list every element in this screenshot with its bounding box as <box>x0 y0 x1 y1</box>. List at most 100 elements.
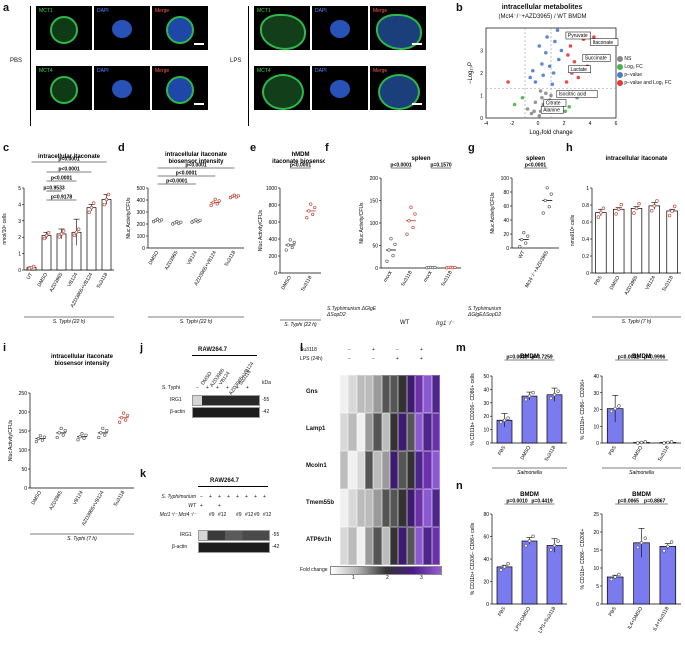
heatmap-cell <box>390 413 399 451</box>
data-point <box>290 245 294 250</box>
p-value-label: p<0.0001 <box>51 176 72 182</box>
micrograph-lps-dapi: DAPI <box>312 6 368 50</box>
y-tick-label: 0.6 <box>582 220 589 226</box>
micrograph-pbs-dapi-2: DAPI <box>94 66 150 110</box>
x-tick-label: VB124 <box>67 272 80 288</box>
y-tick-label: 0 <box>274 271 277 277</box>
chart-title: BMDM <box>632 492 651 498</box>
y-axis-label: nmol/10⁶ cells <box>2 213 8 245</box>
heatmap-cell <box>381 413 390 451</box>
data-point <box>667 213 672 218</box>
data-point <box>78 435 82 439</box>
data-point <box>198 218 202 222</box>
data-point <box>566 53 570 57</box>
panel-letter-m: m <box>456 342 466 354</box>
heatmap-cell <box>406 451 415 489</box>
chart-g: spleen 0 20 40 60 80 100 Nluc Activity/CFUs WTMc… <box>490 156 559 289</box>
bar <box>613 208 625 274</box>
micrograph-pbs-merge-2: Merge <box>152 66 208 110</box>
bar <box>86 207 97 271</box>
heatmap-cell <box>381 527 390 565</box>
data-point <box>552 543 557 548</box>
bar <box>546 545 563 605</box>
y-tick-label: 100 <box>501 176 510 182</box>
heatmap-cell <box>398 489 407 527</box>
x-tick-label: PBS <box>608 605 619 617</box>
y-tick-label: 30 <box>483 401 489 407</box>
data-point <box>672 204 677 209</box>
y-tick-label: 150 <box>370 199 379 205</box>
chart-title: hMDM <box>292 152 310 158</box>
micrograph-pbs-merge: Merge <box>152 6 208 50</box>
panel-k-cell: #9 <box>254 512 260 518</box>
sign-6: + <box>246 385 249 391</box>
data-point <box>232 193 236 197</box>
data-point <box>284 248 288 252</box>
x-tick-label: Su3118 <box>113 490 127 508</box>
y-axis-label: Nluc Activity/CFUs <box>359 202 365 244</box>
panel-l-condition-sign: − <box>396 347 399 353</box>
data-point <box>215 202 219 206</box>
data-point <box>57 431 61 435</box>
x-tick-label: 2 <box>563 121 566 127</box>
x-tick-label: UT <box>26 272 35 281</box>
heatmap-cell <box>356 375 365 413</box>
data-point <box>313 205 317 210</box>
legend-item-fc: Log₂ FC <box>617 63 672 71</box>
y-tick-label: 10 <box>593 566 599 572</box>
data-point <box>549 192 553 196</box>
y-tick-label: 1000 <box>266 186 277 192</box>
data-point <box>639 541 644 545</box>
y-tick-label: 200 <box>269 254 278 260</box>
data-point <box>613 406 617 411</box>
heatmap-cell <box>373 451 382 489</box>
x-tick-label: PBS <box>608 444 619 456</box>
group-label: S. Typhi (7 h) <box>622 319 652 325</box>
annotation-label: Lactate <box>571 67 588 73</box>
panel-l-condition-sign: + <box>372 347 375 353</box>
annotation-label: Succinate <box>585 56 607 62</box>
data-point <box>544 50 548 55</box>
y-tick-label: 40 <box>483 387 489 393</box>
micrograph-lps-mct1: MCT1 <box>254 6 310 50</box>
panel-letter-h: h <box>566 142 573 154</box>
data-point <box>502 418 507 422</box>
data-point <box>533 80 538 84</box>
annotation-box <box>590 38 619 46</box>
y-axis-label: Nluc Activity/CFUs <box>126 197 132 239</box>
heatmap-cell <box>431 413 440 451</box>
y-tick-label: 40 <box>593 374 599 380</box>
data-point <box>555 28 560 33</box>
x-tick-label: DMSO <box>30 490 43 506</box>
fold-tick-1: 1 <box>352 575 355 581</box>
panel-k-row-label: S. Typhimurium <box>161 494 196 500</box>
x-tick-label: Su3118 <box>440 270 454 288</box>
data-point <box>669 540 674 544</box>
p-value-label: p<0.0001 <box>185 163 206 169</box>
data-point <box>524 397 528 402</box>
data-point <box>636 545 640 550</box>
x-tick-label: WT <box>517 250 526 260</box>
chart-title: BMDM <box>632 354 651 360</box>
data-point <box>634 206 639 211</box>
data-point <box>213 197 217 202</box>
y-tick-label: 1 <box>18 252 21 258</box>
kda-label: kDa <box>262 380 271 386</box>
p-value-label: p=0.1570 <box>430 163 451 169</box>
x-tick-label: Su3118 <box>223 250 237 268</box>
data-point <box>572 59 577 64</box>
panel-l-condition-sign: + <box>420 356 423 362</box>
data-point <box>38 433 43 438</box>
annotation-label: Itaconate <box>593 40 614 46</box>
panel-letter-d: d <box>118 142 125 154</box>
x-tick-label: DMSO <box>148 250 161 266</box>
y-tick-label: 0 <box>375 266 378 272</box>
panel-l-condition-sign: + <box>396 356 399 362</box>
data-point <box>609 409 614 414</box>
data-point <box>91 201 96 205</box>
data-point <box>59 232 64 236</box>
data-point <box>518 244 522 249</box>
data-point <box>506 562 510 566</box>
heatmap-cell <box>431 489 440 527</box>
fold-tick-3: 3 <box>420 575 423 581</box>
